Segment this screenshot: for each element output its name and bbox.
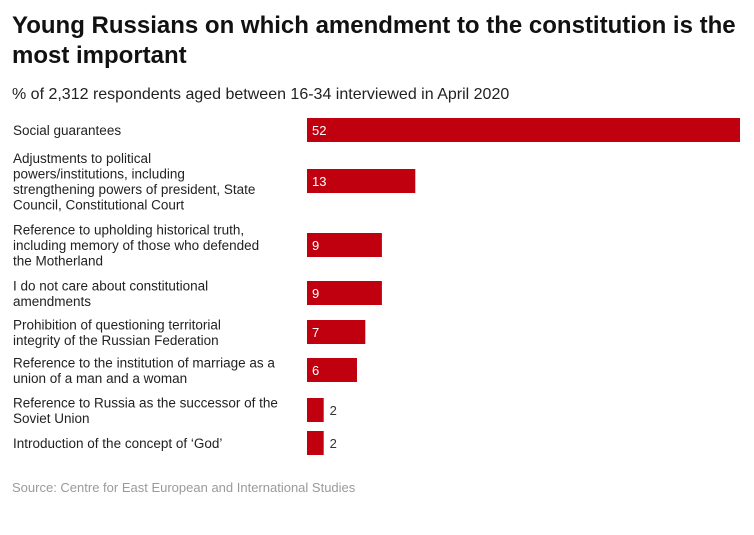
bar: [307, 281, 382, 305]
category-label: Adjustments to political powers/instituti…: [13, 151, 255, 213]
category-label: I do not care about constitutional amendm…: [13, 278, 208, 309]
data-label: 2: [330, 436, 337, 451]
chart-subtitle: % of 2,312 respondents aged between 16-3…: [12, 86, 510, 103]
data-label: 52: [312, 123, 326, 138]
data-label: 13: [312, 174, 326, 189]
category-label: Social guarantees: [13, 123, 121, 138]
bar-row: Reference to upholding historical truth,…: [13, 223, 382, 269]
bar: [307, 320, 366, 344]
category-label: Introduction of the concept of ‘God’: [13, 436, 222, 451]
chart-title: Young Russians on which amendment to the…: [12, 12, 736, 69]
data-label: 9: [312, 286, 319, 301]
bar: [307, 169, 416, 193]
bar: [307, 398, 324, 422]
category-label: Reference to Russia as the successor of …: [13, 395, 278, 426]
bar: [307, 431, 324, 455]
category-label: Reference to the institution of marriage…: [13, 355, 275, 386]
bar-row: Prohibition of questioning territorial in…: [13, 317, 366, 348]
bar-row: Reference to Russia as the successor of …: [13, 395, 337, 426]
bar-row: Social guarantees 52: [13, 118, 740, 142]
bar-row: Adjustments to political powers/instituti…: [13, 151, 416, 213]
data-label: 9: [312, 238, 319, 253]
source-note: Source: Centre for East European and Int…: [12, 480, 356, 495]
bar: [307, 233, 382, 257]
category-label: Prohibition of questioning territorial in…: [13, 317, 221, 348]
bar-row: I do not care about constitutional amendm…: [13, 278, 382, 309]
bar: [307, 118, 740, 142]
data-label: 2: [330, 403, 337, 418]
data-label: 6: [312, 363, 319, 378]
bar: [307, 358, 357, 382]
bar-row: Introduction of the concept of ‘God’ 2: [13, 431, 337, 455]
category-label: Reference to upholding historical truth,…: [13, 223, 259, 269]
data-label: 7: [312, 325, 319, 340]
bar-row: Reference to the institution of marriage…: [13, 355, 357, 386]
